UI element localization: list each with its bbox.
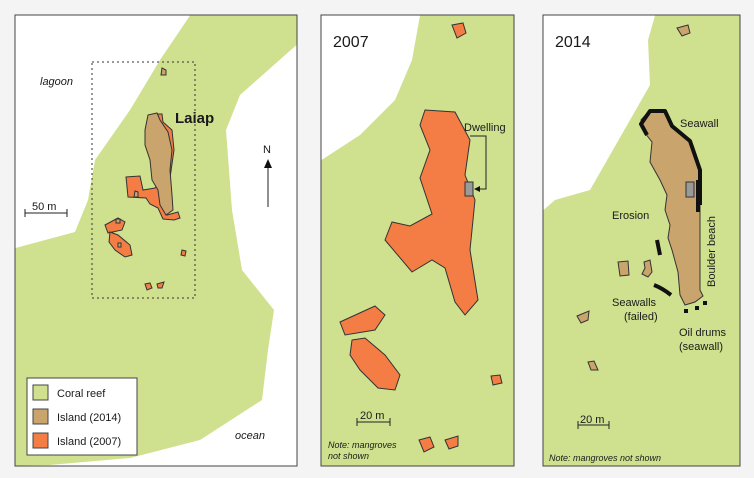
panel-2014: 2014 Seawall Erosion Boulder beach Seawa… (542, 14, 741, 467)
note-line2: not shown (328, 451, 369, 461)
coral-reef (15, 15, 297, 466)
panel-2007: 2007 Dwelling 20 m Note: mangroves not s… (320, 14, 515, 467)
lagoon-label: lagoon (40, 76, 73, 88)
year-label: 2014 (555, 34, 591, 51)
legend: Coral reef Island (2014) Island (2007) (26, 377, 138, 456)
oil-drums (684, 301, 707, 313)
north-arrow-head-icon (264, 159, 272, 168)
island-name: Laiap (175, 110, 214, 127)
erosion-label: Erosion (612, 210, 649, 222)
scale-label: 20 m (580, 414, 604, 426)
legend-label: Coral reef (57, 388, 106, 400)
island-2007 (384, 109, 479, 316)
seawall-line (639, 109, 702, 205)
dwelling-pointer-icon (474, 186, 480, 192)
note-line1: Note: mangroves (328, 440, 397, 450)
ocean-label: ocean (235, 430, 265, 442)
dwelling-label: Dwelling (464, 122, 506, 134)
overview-scale-label: 50 m (32, 201, 56, 213)
dwelling-icon (464, 181, 474, 197)
legend-label: Island (2014) (57, 412, 121, 424)
coral-reef (543, 15, 740, 466)
detail-extent-box (91, 61, 196, 299)
scale-bar (356, 418, 391, 426)
failed-seawall (653, 283, 673, 297)
north-label: N (263, 144, 271, 156)
legend-swatch-coral-reef (32, 384, 49, 401)
legend-swatch-island-2014 (32, 408, 49, 425)
oil-drums-label: Oil drums (679, 327, 727, 339)
note: Note: mangroves not shown (549, 453, 661, 463)
overview-scale-bar (24, 209, 68, 217)
seawall-label: Seawall (680, 118, 719, 130)
boulder-beach-label: Boulder beach (706, 216, 718, 287)
legend-label: Island (2007) (57, 436, 121, 448)
legend-swatch-island-2007 (32, 432, 49, 449)
seawalls-failed-label-2: (failed) (624, 311, 658, 323)
oil-drums-label-2: (seawall) (679, 341, 723, 353)
scale-bar (577, 421, 610, 429)
seawalls-failed-label: Seawalls (612, 297, 657, 309)
overview-panel: lagoon Laiap N 50 m ocean Coral reef Isl… (14, 14, 298, 467)
dwelling-icon (685, 181, 695, 198)
failed-seawall (655, 239, 662, 256)
scale-label: 20 m (360, 410, 384, 422)
year-label: 2007 (333, 34, 369, 51)
